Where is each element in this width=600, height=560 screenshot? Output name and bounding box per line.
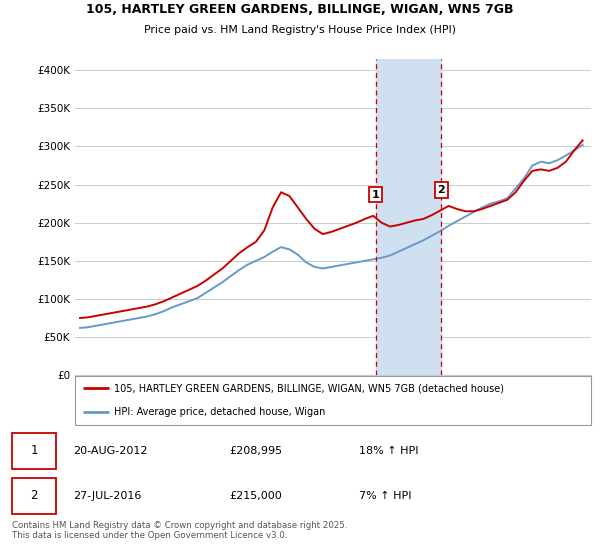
Text: Price paid vs. HM Land Registry's House Price Index (HPI): Price paid vs. HM Land Registry's House … — [144, 25, 456, 35]
Text: £215,000: £215,000 — [229, 491, 282, 501]
Text: 105, HARTLEY GREEN GARDENS, BILLINGE, WIGAN, WN5 7GB: 105, HARTLEY GREEN GARDENS, BILLINGE, WI… — [86, 3, 514, 16]
Text: 2: 2 — [437, 185, 445, 195]
Text: 27-JUL-2016: 27-JUL-2016 — [74, 491, 142, 501]
Text: HPI: Average price, detached house, Wigan: HPI: Average price, detached house, Wiga… — [114, 408, 325, 418]
Text: £208,995: £208,995 — [229, 446, 283, 456]
Text: 1: 1 — [371, 189, 379, 199]
Text: 7% ↑ HPI: 7% ↑ HPI — [359, 491, 412, 501]
Text: 2: 2 — [30, 489, 38, 502]
Text: 18% ↑ HPI: 18% ↑ HPI — [359, 446, 418, 456]
FancyBboxPatch shape — [12, 478, 56, 514]
FancyBboxPatch shape — [12, 433, 56, 469]
Text: Contains HM Land Registry data © Crown copyright and database right 2025.
This d: Contains HM Land Registry data © Crown c… — [12, 521, 347, 540]
Bar — [376, 59, 442, 375]
Text: 1: 1 — [30, 444, 38, 458]
FancyBboxPatch shape — [75, 376, 591, 424]
Text: 105, HARTLEY GREEN GARDENS, BILLINGE, WIGAN, WN5 7GB (detached house): 105, HARTLEY GREEN GARDENS, BILLINGE, WI… — [114, 383, 504, 393]
Text: 20-AUG-2012: 20-AUG-2012 — [74, 446, 148, 456]
